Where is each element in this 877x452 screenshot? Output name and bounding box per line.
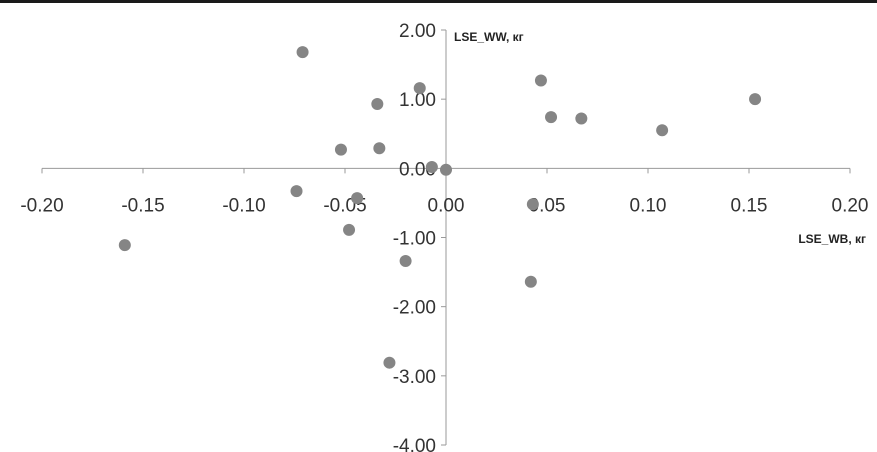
data-point [545, 111, 558, 124]
data-point [534, 74, 547, 87]
x-ticks-group: -0.20 -0.15 -0.10 -0.05 0.00 0.05 0.10 0.15 0.20 [20, 168, 868, 216]
data-point [334, 143, 347, 156]
data-point [575, 112, 588, 125]
data-point [399, 255, 412, 268]
y-tick-label: -3.00 [393, 367, 436, 388]
data-point [296, 46, 309, 59]
data-point [425, 160, 438, 173]
y-axis-title: LSE_WW, кг [454, 30, 524, 44]
y-tick-label: -1.00 [393, 229, 436, 250]
data-point [413, 82, 426, 95]
x-tick-label: -0.10 [222, 195, 265, 216]
data-point [351, 192, 364, 205]
data-point [373, 142, 386, 155]
x-tick-label: -0.15 [121, 195, 164, 216]
data-point [118, 239, 131, 252]
data-points-group [118, 46, 762, 369]
x-tick-label: -0.20 [20, 195, 63, 216]
x-tick-label: 0.15 [731, 195, 768, 216]
y-tick-label: 2.00 [399, 21, 436, 42]
data-point [343, 223, 356, 236]
x-tick-label: 0.00 [428, 195, 465, 216]
x-tick-label: 0.10 [630, 195, 667, 216]
data-point [526, 198, 539, 211]
data-point [656, 124, 669, 137]
data-point [371, 98, 384, 111]
y-ticks-group: 2.001.000.00-1.00-2.00-3.00-4.00 [393, 21, 446, 452]
data-point [749, 93, 762, 106]
x-tick-label: 0.05 [529, 195, 566, 216]
y-tick-label: -4.00 [393, 436, 436, 452]
x-tick-label: 0.20 [832, 195, 869, 216]
x-axis-title: LSE_WB, кг [798, 232, 866, 246]
data-point [290, 185, 303, 198]
data-point [440, 163, 452, 176]
data-point [383, 356, 396, 369]
y-tick-label: -2.00 [393, 298, 436, 319]
data-point [524, 275, 537, 288]
y-tick-label: 1.00 [399, 90, 436, 111]
